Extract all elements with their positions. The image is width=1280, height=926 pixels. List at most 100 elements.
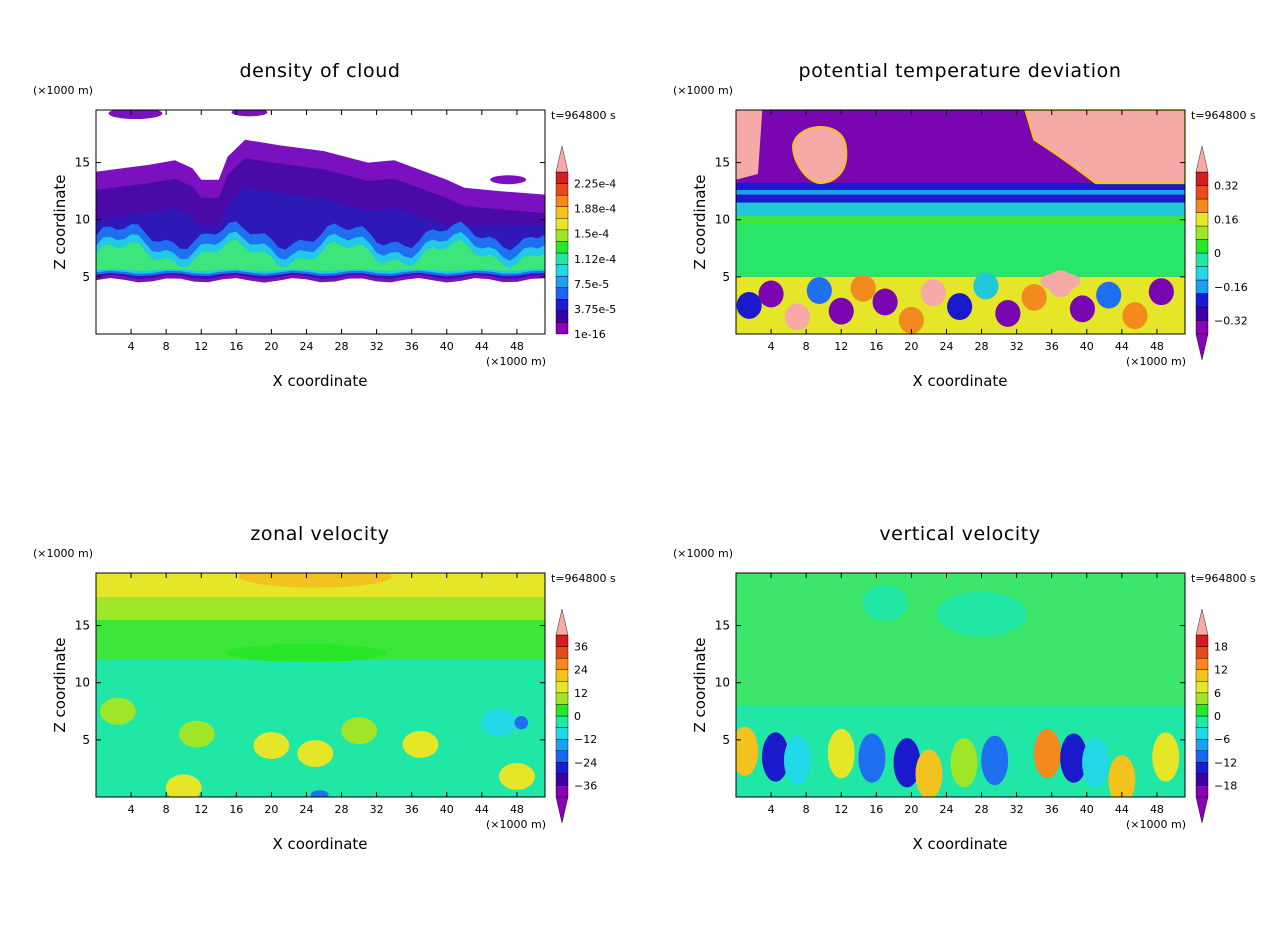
colorbar-swatch: [555, 264, 569, 277]
x-tick: 24: [939, 110, 953, 353]
colorbar-extend-top: [1195, 145, 1209, 173]
colorbar-swatch: [555, 171, 569, 184]
colorbar-swatch: [555, 252, 569, 265]
x-tick: 28: [335, 573, 349, 816]
colorbar-extend-top: [1195, 608, 1209, 636]
x-tick: 40: [1080, 110, 1094, 353]
theta-eddy: [872, 288, 898, 316]
theta-eddy: [1069, 295, 1095, 323]
y-unit-label: (×1000 m): [33, 547, 94, 560]
colorbar-swatch: [1195, 750, 1209, 763]
x-tick-label: 28: [335, 340, 349, 353]
zonal-cell: [165, 774, 202, 797]
colorbar-extend-top: [555, 145, 569, 173]
colorbar-extend-bottom: [1195, 333, 1209, 361]
theta-cyan-band: [736, 202, 1185, 217]
x-tick-label: 44: [475, 803, 489, 816]
colorbar-extend-bottom: [1195, 796, 1209, 824]
x-tick: 44: [1115, 110, 1129, 353]
chart-panel-potential-temperature: potential temperature deviation (×1000 m…: [640, 0, 1280, 463]
colorbar-swatch: [555, 634, 569, 647]
colorbar-label: 1e-16: [574, 328, 606, 341]
colorbar-swatch: [1195, 185, 1209, 200]
x-tick-label: 20: [904, 803, 918, 816]
x-tick: 32: [370, 110, 384, 353]
colorbar-swatch: [555, 241, 569, 254]
x-tick: 4: [128, 573, 135, 816]
colorbar-swatch: [1195, 657, 1209, 670]
colorbar-swatch: [1195, 198, 1209, 213]
x-tick: 12: [194, 110, 208, 353]
vertical-cell: [783, 735, 811, 786]
colorbar-swatch: [555, 229, 569, 242]
x-tick-label: 36: [405, 803, 419, 816]
y-tick-label: 15: [715, 619, 730, 633]
x-tick-label: 4: [768, 803, 775, 816]
y-tick: 10: [715, 676, 1185, 690]
x-tick: 16: [229, 573, 243, 816]
x-tick-label: 36: [1045, 340, 1059, 353]
y-tick-label: 10: [715, 676, 730, 690]
colorbar-label: 0.16: [1214, 213, 1239, 226]
vertical-cell: [981, 735, 1009, 786]
colorbar-swatch: [555, 287, 569, 300]
x-tick: 20: [904, 110, 918, 353]
y-unit-label: (×1000 m): [673, 547, 734, 560]
theta-eddy: [920, 279, 946, 307]
colorbar-swatch: [555, 738, 569, 751]
chart-svg: 4 8 12 16 20 24 28 32 36 40 44 4851015181260−6−12−1…: [715, 572, 1237, 824]
y-tick: 15: [75, 156, 545, 170]
x-tick-label: 48: [510, 803, 524, 816]
x-tick-label: 16: [869, 803, 883, 816]
x-tick: 44: [1115, 573, 1129, 816]
x-tick-label: 16: [229, 340, 243, 353]
x-tick-label: 4: [768, 340, 775, 353]
colorbar-swatch: [555, 773, 569, 786]
theta-eddy: [784, 303, 810, 331]
plot-frame: [95, 109, 546, 335]
colorbar-label: −36: [574, 779, 597, 792]
chart-title: potential temperature deviation: [798, 60, 1122, 82]
colorbar-swatch: [1195, 704, 1209, 717]
y-tick-label: 10: [715, 213, 730, 227]
x-tick-label: 8: [803, 803, 810, 816]
x-tick: 40: [440, 110, 454, 353]
colorbar-label: −24: [574, 756, 597, 769]
colorbar-swatch: [555, 206, 569, 219]
x-tick-label: 12: [834, 340, 848, 353]
colorbar-swatch: [1195, 266, 1209, 281]
theta-eddy: [828, 297, 854, 325]
colorbar-label: 0: [1214, 710, 1221, 723]
x-tick-label: 20: [264, 340, 278, 353]
time-label: t=964800 s: [1191, 109, 1256, 122]
vertical-cell: [893, 738, 921, 788]
colorbar-swatch: [555, 750, 569, 763]
colorbar-label: 2.25e-4: [574, 178, 616, 191]
theta-eddy: [1021, 283, 1047, 311]
colorbar-extend-bottom: [555, 796, 569, 824]
x-tick: 12: [834, 573, 848, 816]
zonal-cell: [253, 732, 290, 760]
x-tick: 12: [834, 110, 848, 353]
x-tick: 28: [335, 110, 349, 353]
chart-panel-zonal-velocity: zonal velocity (×1000 m) t=964800 s (×10…: [0, 463, 640, 926]
x-tick-label: 40: [1080, 803, 1094, 816]
x-tick-label: 48: [1150, 803, 1164, 816]
y-tick: 5: [722, 270, 1185, 284]
y-tick-label: 10: [75, 676, 90, 690]
y-tick: 5: [82, 270, 545, 284]
colorbar-label: 1.5e-4: [574, 228, 609, 241]
x-tick-label: 8: [163, 803, 170, 816]
x-tick-label: 24: [939, 340, 953, 353]
colorbar-label: 0: [574, 710, 581, 723]
x-tick: 8: [803, 573, 810, 816]
colorbar-swatch: [555, 669, 569, 682]
vertical-cell: [1108, 755, 1136, 797]
time-label: t=964800 s: [551, 109, 616, 122]
x-tick-label: 36: [405, 340, 419, 353]
theta-eddy: [1148, 278, 1174, 306]
x-tick-label: 28: [975, 340, 989, 353]
y-tick-label: 15: [75, 156, 90, 170]
colorbar-label: 0.32: [1214, 180, 1239, 193]
colorbar-label: 12: [1214, 664, 1228, 677]
